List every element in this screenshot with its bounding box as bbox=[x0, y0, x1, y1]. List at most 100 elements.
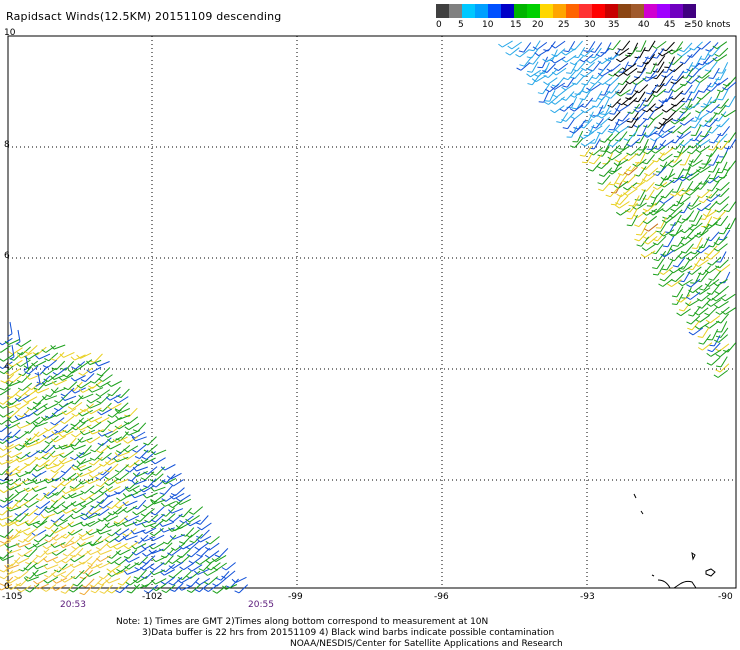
wind-barb bbox=[40, 548, 50, 558]
wind-barb-feather bbox=[35, 383, 41, 387]
wind-barb-feather bbox=[25, 453, 31, 458]
wind-barb bbox=[145, 527, 157, 534]
wind-barb bbox=[707, 221, 718, 230]
wind-barb bbox=[655, 88, 667, 98]
wind-barb-feather bbox=[597, 97, 603, 101]
wind-barb bbox=[64, 575, 76, 583]
wind-barb bbox=[119, 472, 130, 481]
wind-barb bbox=[728, 201, 737, 212]
wind-barb bbox=[66, 368, 77, 378]
wind-barb-feather bbox=[5, 470, 11, 474]
wind-barb-feather bbox=[708, 148, 714, 151]
wind-barb bbox=[574, 89, 584, 98]
wind-barb-feather bbox=[569, 94, 575, 98]
wind-barb-feather bbox=[62, 553, 68, 557]
wind-barb bbox=[707, 56, 718, 65]
wind-barb bbox=[694, 244, 704, 255]
wind-barb bbox=[651, 138, 658, 150]
wind-barb bbox=[663, 195, 674, 204]
wind-barb bbox=[728, 132, 737, 143]
wind-barb bbox=[74, 375, 86, 382]
wind-barb bbox=[717, 369, 728, 378]
wind-barb-feather bbox=[679, 122, 685, 126]
wind-barb-feather bbox=[640, 253, 646, 258]
wind-barb bbox=[100, 394, 111, 404]
wind-barb-feather bbox=[686, 236, 692, 240]
wind-barb bbox=[4, 528, 14, 538]
wind-barb-feather bbox=[715, 335, 721, 338]
wind-barb bbox=[691, 196, 700, 207]
wind-barb bbox=[54, 387, 67, 394]
wind-barb-feather bbox=[531, 78, 537, 83]
wind-barb-feather bbox=[70, 356, 76, 361]
wind-barb-feather bbox=[676, 200, 682, 205]
wind-barb-feather bbox=[686, 68, 692, 72]
wind-barb-feather bbox=[705, 109, 711, 114]
wind-barb bbox=[155, 513, 165, 523]
wind-barb-feather bbox=[569, 130, 575, 134]
wind-barb-feather bbox=[59, 420, 65, 425]
wind-barb-feather bbox=[618, 173, 624, 176]
wind-barb-feather bbox=[149, 536, 154, 541]
wind-barb-feather bbox=[642, 117, 649, 121]
wind-barb bbox=[659, 221, 668, 233]
wind-barb-feather bbox=[574, 93, 580, 96]
wind-barb-feather bbox=[67, 406, 73, 410]
x-tick-label: -102 bbox=[142, 592, 163, 602]
wind-barb bbox=[4, 576, 14, 587]
wind-barb bbox=[65, 487, 77, 495]
wind-barb-feather bbox=[97, 582, 103, 586]
wind-barb bbox=[144, 522, 157, 528]
wind-barb-feather bbox=[706, 297, 712, 301]
wind-barb bbox=[719, 68, 727, 80]
wind-barb-feather bbox=[615, 122, 620, 126]
wind-barb bbox=[111, 409, 122, 418]
wind-barb bbox=[210, 562, 221, 571]
wind-barb-feather bbox=[650, 138, 655, 142]
wind-barb-feather bbox=[688, 289, 694, 294]
wind-barb bbox=[639, 145, 648, 156]
wind-barb-feather bbox=[42, 545, 47, 550]
wind-barb-feather bbox=[32, 524, 38, 529]
wind-barb-feather bbox=[50, 358, 56, 362]
wind-barb bbox=[655, 203, 665, 213]
wind-barb bbox=[721, 161, 728, 173]
wind-barb-feather bbox=[698, 166, 704, 169]
wind-barb bbox=[46, 564, 59, 570]
wind-barb-feather bbox=[139, 488, 145, 493]
wind-barb bbox=[652, 208, 664, 216]
wind-barb bbox=[155, 578, 167, 585]
wind-barb bbox=[618, 104, 630, 112]
wind-barb-feather bbox=[587, 129, 593, 133]
wind-barb bbox=[612, 137, 622, 147]
wind-barb-feather bbox=[61, 490, 67, 494]
wind-barb bbox=[25, 355, 29, 368]
wind-barb-feather bbox=[695, 138, 701, 143]
wind-barb bbox=[84, 512, 95, 521]
wind-barb bbox=[614, 160, 622, 172]
wind-barb bbox=[55, 379, 67, 386]
wind-barb-feather bbox=[166, 475, 172, 480]
wind-barb bbox=[674, 187, 684, 197]
wind-barb-feather bbox=[168, 509, 173, 514]
legend-swatch bbox=[527, 4, 540, 18]
wind-barb bbox=[143, 485, 155, 493]
wind-barb-feather bbox=[715, 353, 721, 358]
wind-barb bbox=[712, 140, 721, 151]
wind-barb bbox=[702, 327, 710, 338]
wind-barb-feather bbox=[222, 585, 227, 590]
wind-barb bbox=[57, 457, 67, 467]
wind-barb bbox=[717, 243, 728, 252]
wind-barb bbox=[554, 82, 566, 90]
wind-barb bbox=[165, 563, 176, 573]
wind-barb-feather bbox=[150, 460, 156, 465]
wind-barb-feather bbox=[6, 549, 11, 554]
wind-barb bbox=[699, 75, 710, 83]
wind-barb bbox=[684, 224, 695, 234]
wind-barb bbox=[28, 515, 39, 525]
wind-barb-feather bbox=[141, 584, 147, 588]
wind-barb bbox=[710, 231, 720, 242]
wind-barb bbox=[84, 485, 95, 494]
wind-barb bbox=[556, 67, 567, 76]
wind-barb-feather bbox=[168, 518, 174, 523]
